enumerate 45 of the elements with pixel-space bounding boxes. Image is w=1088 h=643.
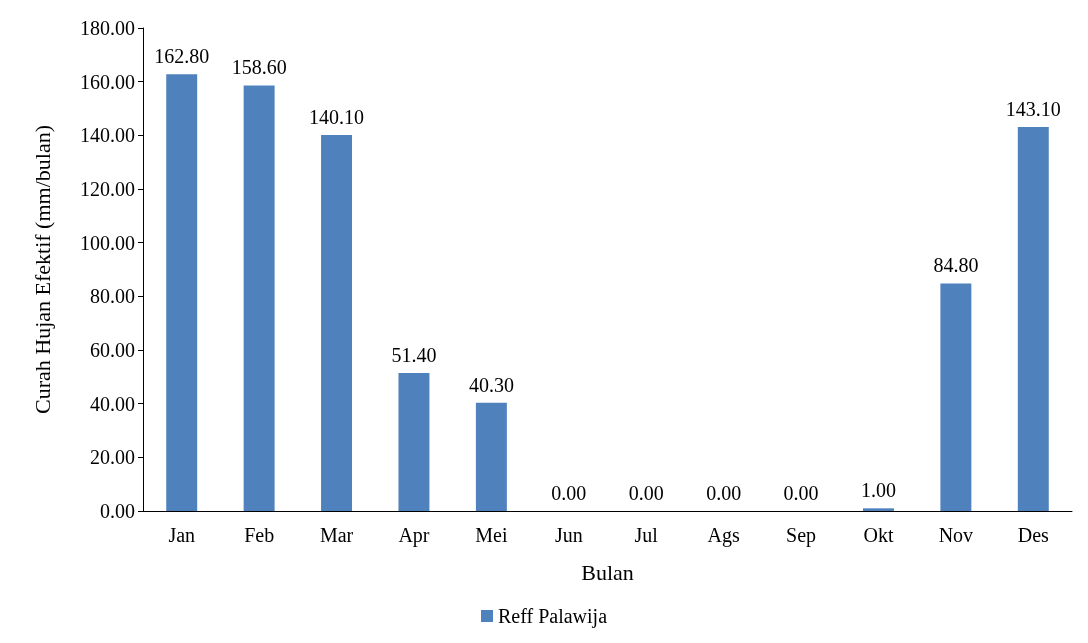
x-tick-label: Des [1017, 524, 1050, 546]
bar [243, 85, 275, 511]
bar [1017, 127, 1049, 511]
data-label: 143.10 [1005, 98, 1061, 121]
x-tick-label: Ags [707, 524, 740, 547]
x-tick-label: Feb [244, 524, 275, 546]
bar [166, 74, 198, 511]
x-tick-label: Mar [319, 524, 354, 546]
data-label: 158.60 [231, 56, 287, 79]
y-tick-label: 40.00 [90, 392, 135, 415]
data-label: 1.00 [860, 479, 896, 502]
y-tick-label: 160.00 [80, 70, 135, 93]
y-tick-label: 0.00 [100, 500, 135, 522]
data-label: 0.00 [706, 482, 742, 504]
x-tick-label: Nov [938, 524, 974, 546]
x-tick-label: Sep [786, 524, 817, 547]
legend-label: Reff Palawija [497, 605, 608, 628]
data-label: 84.80 [933, 254, 979, 277]
x-tick-label: Jul [634, 524, 659, 546]
data-label: 162.80 [154, 45, 210, 68]
bar [475, 402, 507, 511]
bar [862, 508, 894, 511]
data-label: 0.00 [628, 482, 664, 504]
y-axis-title: Curah Hujan Efektif (mm/bulan) [29, 125, 55, 414]
data-label: 40.30 [468, 373, 514, 396]
data-label: 0.00 [551, 482, 587, 504]
y-tick-label: 100.00 [80, 231, 135, 254]
y-tick-label: 140.00 [80, 124, 135, 147]
data-label: 51.40 [391, 344, 437, 367]
x-axis-title: Bulan [581, 559, 634, 585]
x-tick-label: Mei [475, 524, 508, 546]
data-label: 140.10 [309, 106, 365, 129]
data-label: 0.00 [783, 482, 819, 504]
x-tick-label: Jun [554, 524, 583, 546]
bar [940, 283, 972, 511]
x-tick-label: Apr [398, 524, 430, 547]
x-tick-label: Jan [168, 524, 196, 546]
bar [398, 373, 430, 511]
bar [321, 135, 353, 511]
x-tick-label: Okt [863, 524, 894, 546]
y-tick-label: 120.00 [80, 178, 135, 200]
y-tick-label: 180.00 [80, 17, 135, 39]
y-tick-label: 80.00 [90, 285, 135, 308]
y-tick-label: 60.00 [90, 339, 135, 361]
y-tick-label: 20.00 [90, 446, 135, 469]
